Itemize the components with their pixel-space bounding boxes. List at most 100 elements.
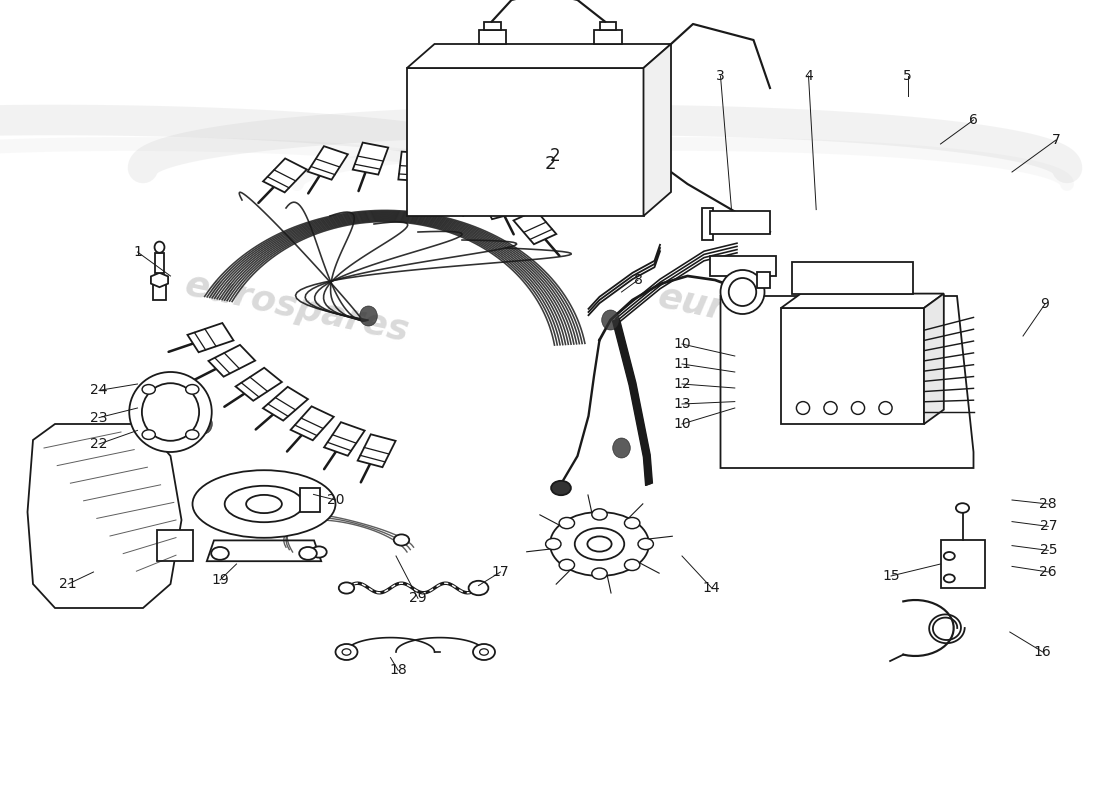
Polygon shape (644, 44, 671, 216)
Text: 19: 19 (211, 573, 229, 587)
Text: 26: 26 (1040, 565, 1057, 579)
Text: 1: 1 (133, 245, 142, 259)
Text: eurospares: eurospares (182, 268, 412, 348)
Polygon shape (187, 323, 233, 352)
Text: 22: 22 (90, 437, 108, 451)
Circle shape (311, 546, 327, 558)
Circle shape (956, 503, 969, 513)
Ellipse shape (154, 242, 165, 253)
Ellipse shape (195, 414, 212, 434)
Circle shape (299, 547, 317, 560)
Text: 24: 24 (90, 383, 108, 398)
Text: 18: 18 (389, 663, 407, 678)
Circle shape (625, 559, 640, 570)
Bar (757, 272, 770, 288)
Circle shape (469, 581, 488, 595)
Ellipse shape (796, 402, 810, 414)
Ellipse shape (879, 402, 892, 414)
Text: 12: 12 (673, 377, 691, 391)
Polygon shape (263, 387, 308, 421)
Bar (600, 22, 616, 30)
Ellipse shape (587, 536, 612, 552)
Bar (155, 253, 164, 273)
Bar (710, 211, 770, 234)
Ellipse shape (602, 310, 619, 330)
Text: 9: 9 (1041, 297, 1049, 311)
Circle shape (559, 518, 574, 529)
Ellipse shape (613, 438, 630, 458)
Bar (594, 30, 621, 44)
Polygon shape (151, 273, 168, 287)
Text: 25: 25 (1040, 543, 1057, 558)
Bar (710, 256, 776, 276)
Circle shape (186, 385, 199, 394)
Polygon shape (720, 296, 974, 468)
Text: 4: 4 (804, 69, 813, 83)
Text: 21: 21 (59, 577, 77, 591)
Bar (781, 308, 924, 424)
Polygon shape (209, 345, 255, 377)
Circle shape (342, 649, 351, 655)
Bar (940, 540, 984, 588)
Polygon shape (407, 44, 671, 68)
Circle shape (625, 518, 640, 529)
Text: eurospares: eurospares (654, 280, 886, 360)
Circle shape (592, 568, 607, 579)
Circle shape (339, 582, 354, 594)
Circle shape (592, 509, 607, 520)
Polygon shape (353, 142, 388, 174)
Polygon shape (324, 422, 365, 456)
Text: 6: 6 (969, 113, 978, 127)
Ellipse shape (192, 470, 336, 538)
Polygon shape (235, 368, 282, 401)
Text: 17: 17 (492, 565, 509, 579)
Circle shape (480, 649, 488, 655)
Polygon shape (514, 210, 557, 244)
Text: 14: 14 (703, 581, 720, 595)
Ellipse shape (360, 306, 377, 326)
Text: 13: 13 (673, 397, 691, 411)
Bar (484, 22, 500, 30)
Text: 23: 23 (90, 410, 108, 425)
Ellipse shape (142, 383, 199, 441)
Bar (478, 30, 506, 44)
Ellipse shape (246, 495, 282, 513)
Ellipse shape (224, 486, 304, 522)
Polygon shape (308, 146, 348, 180)
Text: 10: 10 (673, 337, 691, 351)
Circle shape (551, 481, 571, 495)
Text: 8: 8 (634, 273, 642, 287)
Text: 27: 27 (1040, 519, 1057, 534)
Text: 29: 29 (409, 591, 427, 606)
Polygon shape (358, 434, 396, 467)
Text: 7: 7 (1052, 133, 1060, 147)
Ellipse shape (130, 372, 211, 452)
Polygon shape (398, 152, 428, 182)
Polygon shape (478, 186, 517, 219)
Polygon shape (28, 424, 182, 608)
Circle shape (142, 430, 155, 439)
Bar (792, 262, 913, 294)
Circle shape (559, 559, 574, 570)
Ellipse shape (720, 270, 764, 314)
Text: 11: 11 (673, 357, 691, 371)
Text: 5: 5 (903, 69, 912, 83)
Circle shape (473, 644, 495, 660)
Text: 2: 2 (544, 155, 556, 173)
Polygon shape (290, 406, 333, 440)
Polygon shape (263, 158, 307, 192)
Circle shape (186, 430, 199, 439)
Text: 28: 28 (1040, 497, 1057, 511)
Text: 20: 20 (327, 493, 344, 507)
Circle shape (944, 552, 955, 560)
Circle shape (394, 534, 409, 546)
Polygon shape (924, 294, 944, 424)
Bar (407, 68, 644, 216)
Circle shape (211, 547, 229, 560)
Circle shape (546, 538, 561, 550)
Circle shape (638, 538, 653, 550)
Bar (153, 276, 166, 300)
Circle shape (336, 644, 358, 660)
Text: 16: 16 (1034, 645, 1052, 659)
Text: 3: 3 (716, 69, 725, 83)
